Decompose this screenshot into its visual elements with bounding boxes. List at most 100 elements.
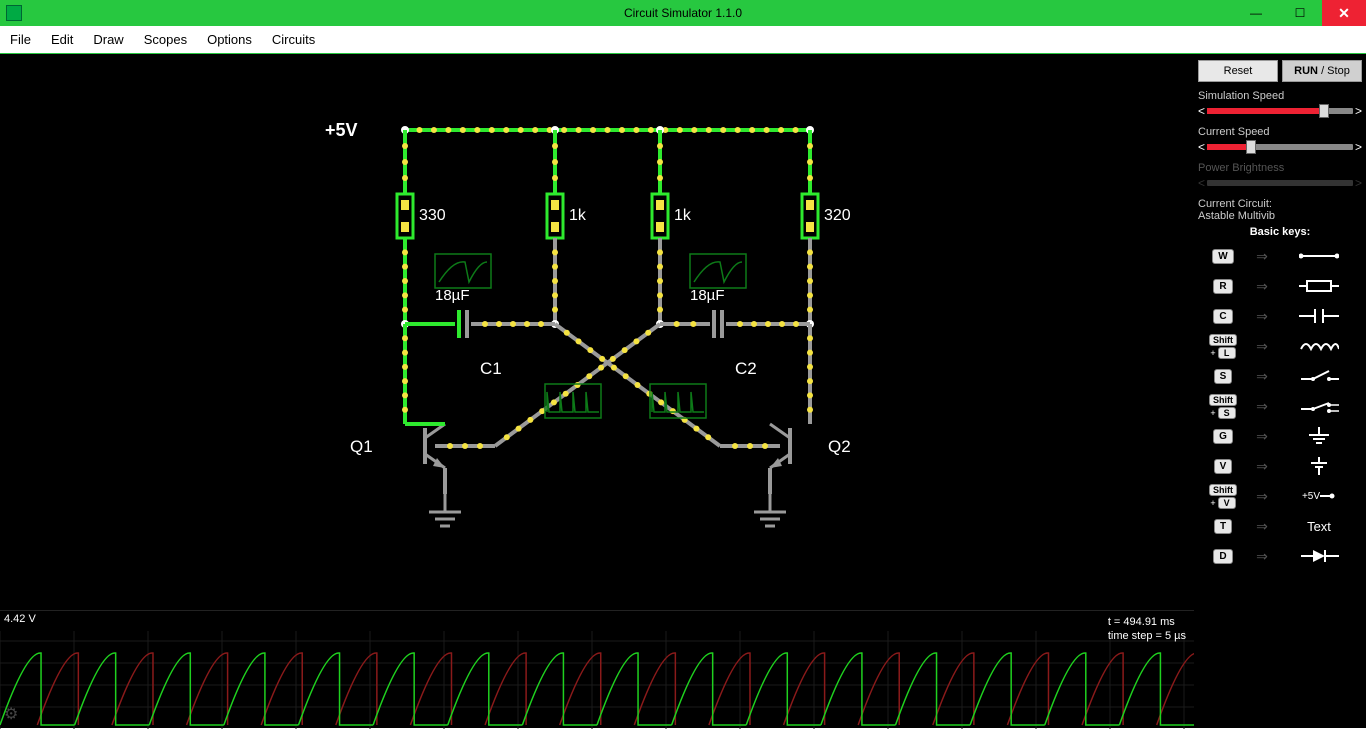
slider-right-arrow[interactable]: > xyxy=(1355,140,1362,154)
arrow-icon: ⇒ xyxy=(1248,548,1276,565)
arrow-icon: ⇒ xyxy=(1248,278,1276,295)
svg-text:Q2: Q2 xyxy=(828,437,851,456)
key-badge: V xyxy=(1214,459,1233,474)
key-badge: Shift xyxy=(1209,484,1237,496)
slider-sim-speed: Simulation Speed < > xyxy=(1198,90,1362,118)
key-badge: R xyxy=(1213,279,1232,294)
scope-step-label: time step = 5 µs xyxy=(1108,629,1186,643)
side-panel: Reset RUN / Stop Simulation Speed < > Cu… xyxy=(1194,54,1366,728)
slider-label: Power Brightness xyxy=(1198,162,1362,174)
svg-text:18µF: 18µF xyxy=(690,287,725,304)
arrow-icon: ⇒ xyxy=(1248,248,1276,265)
circuit-canvas[interactable]: +5V3301k1k32018µFC118µFC2Q1Q2 4.42 V t =… xyxy=(0,54,1194,728)
svg-text:330: 330 xyxy=(419,207,446,224)
svg-text:Q1: Q1 xyxy=(350,437,373,456)
key-row-text: T⇒Text xyxy=(1198,512,1362,540)
slider-right-arrow: > xyxy=(1355,176,1362,190)
component-symbol-switch-closed xyxy=(1276,397,1362,415)
current-circuit-name: Astable Multivib xyxy=(1198,210,1362,222)
key-badge: V xyxy=(1218,497,1236,509)
slider-right-arrow[interactable]: > xyxy=(1355,104,1362,118)
key-row-switch-open: S⇒ xyxy=(1198,362,1362,390)
slider-track xyxy=(1207,180,1353,186)
component-symbol-resistor xyxy=(1276,277,1362,295)
run-stop-button[interactable]: RUN / Stop xyxy=(1282,60,1362,82)
component-symbol-plus5v: +5V xyxy=(1276,487,1362,505)
svg-text:320: 320 xyxy=(824,207,851,224)
arrow-icon: ⇒ xyxy=(1248,518,1276,535)
current-circuit-info: Current Circuit: Astable Multivib xyxy=(1198,198,1362,222)
component-symbol-vsrc xyxy=(1276,457,1362,475)
key-badge: S xyxy=(1218,407,1236,419)
key-row-ground: G⇒ xyxy=(1198,422,1362,450)
close-button[interactable]: ✕ xyxy=(1322,0,1366,26)
key-shortcuts: W⇒R⇒C⇒Shift+L⇒S⇒Shift+S⇒G⇒V⇒Shift+V⇒+5VT… xyxy=(1198,242,1362,570)
key-row-inductor: Shift+L⇒ xyxy=(1198,332,1362,360)
app-icon xyxy=(6,5,22,21)
key-row-resistor: R⇒ xyxy=(1198,272,1362,300)
key-badge: Shift xyxy=(1209,394,1237,406)
key-badge: W xyxy=(1212,249,1233,264)
minimize-button[interactable]: — xyxy=(1234,0,1278,26)
arrow-icon: ⇒ xyxy=(1248,398,1276,415)
scope-settings-icon[interactable]: ⚙ xyxy=(4,704,18,724)
key-badge: S xyxy=(1214,369,1233,384)
slider-track[interactable] xyxy=(1207,144,1353,150)
key-row-plus5v: Shift+V⇒+5V xyxy=(1198,482,1362,510)
svg-text:1k: 1k xyxy=(674,207,692,224)
oscilloscope-waveform xyxy=(0,611,1194,729)
slider-label: Simulation Speed xyxy=(1198,90,1362,102)
menu-scopes[interactable]: Scopes xyxy=(144,32,187,47)
key-row-wire: W⇒ xyxy=(1198,242,1362,270)
component-symbol-ground xyxy=(1276,427,1362,445)
component-symbol-text: Text xyxy=(1276,519,1362,534)
slider-power-brightness: Power Brightness < > xyxy=(1198,162,1362,190)
svg-text:18µF: 18µF xyxy=(435,287,470,304)
key-row-diode: D⇒ xyxy=(1198,542,1362,570)
slider-left-arrow[interactable]: < xyxy=(1198,140,1205,154)
key-badge: Shift xyxy=(1209,334,1237,346)
menu-edit[interactable]: Edit xyxy=(51,32,73,47)
component-symbol-switch-open xyxy=(1276,367,1362,385)
arrow-icon: ⇒ xyxy=(1248,308,1276,325)
workspace: +5V3301k1k32018µFC118µFC2Q1Q2 4.42 V t =… xyxy=(0,54,1366,728)
menu-circuits[interactable]: Circuits xyxy=(272,32,315,47)
arrow-icon: ⇒ xyxy=(1248,338,1276,355)
menu-options[interactable]: Options xyxy=(207,32,252,47)
menubar: File Edit Draw Scopes Options Circuits xyxy=(0,26,1366,54)
slider-left-arrow: < xyxy=(1198,176,1205,190)
window-buttons: — ☐ ✕ xyxy=(1234,0,1366,26)
component-symbol-inductor xyxy=(1276,337,1362,355)
key-badge: G xyxy=(1213,429,1233,444)
key-badge: L xyxy=(1218,347,1236,359)
run-controls: Reset RUN / Stop xyxy=(1198,60,1362,82)
menu-file[interactable]: File xyxy=(10,32,31,47)
arrow-icon: ⇒ xyxy=(1248,458,1276,475)
arrow-icon: ⇒ xyxy=(1248,368,1276,385)
svg-text:C2: C2 xyxy=(735,359,757,378)
slider-track[interactable] xyxy=(1207,108,1353,114)
window-title: Circuit Simulator 1.1.0 xyxy=(624,6,742,20)
svg-text:C1: C1 xyxy=(480,359,502,378)
titlebar: Circuit Simulator 1.1.0 — ☐ ✕ xyxy=(0,0,1366,26)
basic-keys-title: Basic keys: xyxy=(1198,226,1362,238)
component-symbol-capacitor xyxy=(1276,307,1362,325)
scope-voltage-label: 4.42 V xyxy=(4,613,36,625)
current-circuit-label: Current Circuit: xyxy=(1198,198,1362,210)
key-row-vsrc: V⇒ xyxy=(1198,452,1362,480)
scope-time-info: t = 494.91 ms time step = 5 µs xyxy=(1108,615,1186,644)
slider-label: Current Speed xyxy=(1198,126,1362,138)
maximize-button[interactable]: ☐ xyxy=(1278,0,1322,26)
menu-draw[interactable]: Draw xyxy=(93,32,123,47)
slider-left-arrow[interactable]: < xyxy=(1198,104,1205,118)
component-symbol-diode xyxy=(1276,547,1362,565)
key-badge: D xyxy=(1213,549,1232,564)
arrow-icon: ⇒ xyxy=(1248,428,1276,445)
reset-button[interactable]: Reset xyxy=(1198,60,1278,82)
svg-text:+5V: +5V xyxy=(325,120,358,140)
key-row-capacitor: C⇒ xyxy=(1198,302,1362,330)
arrow-icon: ⇒ xyxy=(1248,488,1276,505)
component-symbol-wire xyxy=(1276,247,1362,265)
circuit-diagram: +5V3301k1k32018µFC118µFC2Q1Q2 xyxy=(0,54,1194,614)
oscilloscope-area[interactable]: 4.42 V t = 494.91 ms time step = 5 µs ⚙ xyxy=(0,610,1194,728)
